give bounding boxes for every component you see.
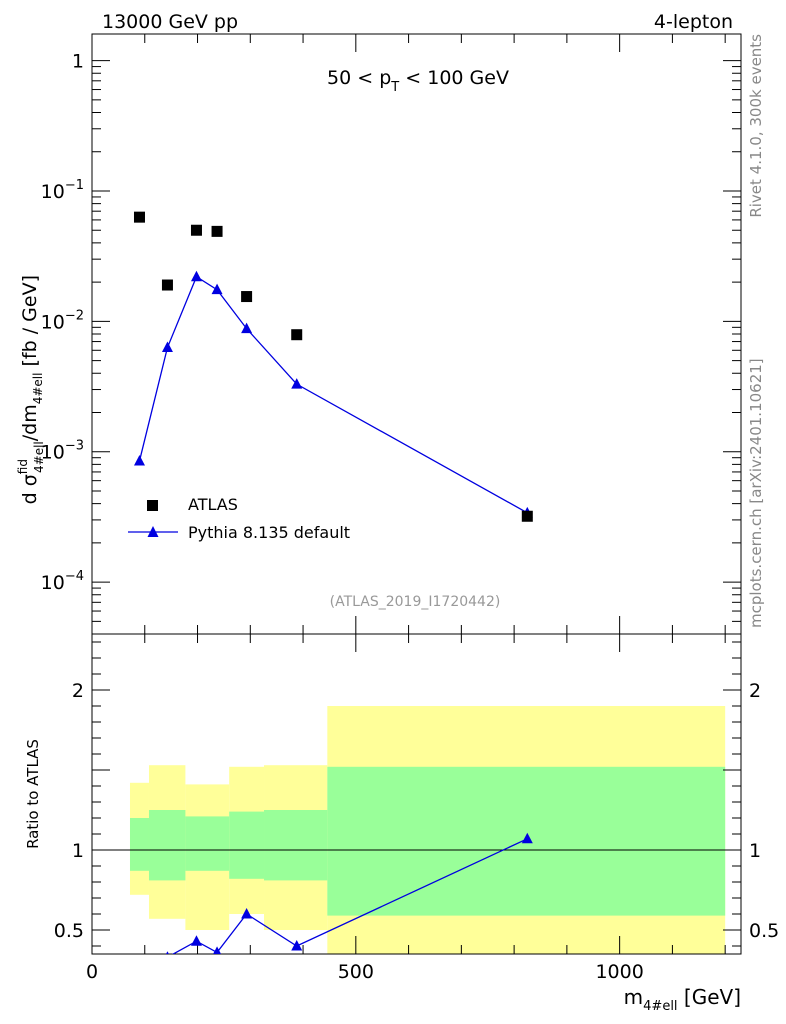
ratio-pythia-point bbox=[241, 908, 253, 919]
ratio-y-tick-label-right: 0.5 bbox=[749, 920, 779, 942]
x-tick-label: 1000 bbox=[595, 961, 643, 983]
ratio-y-axis-label: Ratio to ATLAS bbox=[24, 739, 42, 849]
ratio-pythia-point bbox=[521, 832, 533, 844]
atlas-point bbox=[241, 291, 253, 303]
ratio-pythia-point bbox=[134, 1002, 145, 1013]
ratio-pythia-point bbox=[291, 940, 303, 951]
ratio-y-tick-label: 2 bbox=[72, 680, 84, 702]
legend: ATLAS Pythia 8.135 default bbox=[128, 495, 350, 542]
atlas-point bbox=[133, 211, 145, 223]
ratio-uncertainty-bands bbox=[129, 706, 726, 954]
main-y-axis-label: d σfid 4#ell/dm4#ell [fb / GeV] bbox=[16, 275, 46, 504]
ratio-y-tick-labels: 0.5 0.5 1 1 2 2 bbox=[54, 680, 779, 942]
legend-atlas-marker bbox=[147, 500, 158, 511]
mcplots-label: mcplots.cern.ch [arXiv:2401.10621] bbox=[747, 358, 765, 628]
ratio-band-green bbox=[129, 818, 149, 871]
atlas-series bbox=[133, 211, 533, 522]
ratio-axis-ticks bbox=[91, 634, 741, 954]
main-y-tick-labels: 1 10−1 10−2 10−3 10−4 bbox=[41, 51, 84, 595]
chart-title: 50 < pT < 100 GeV bbox=[327, 67, 509, 95]
pythia-point bbox=[190, 270, 202, 282]
atlas-point bbox=[190, 224, 202, 236]
x-tick-label: 0 bbox=[86, 961, 98, 983]
main-y-tick-label: 1 bbox=[72, 51, 84, 73]
pythia-point bbox=[211, 283, 223, 295]
ratio-pythia-point bbox=[213, 946, 222, 954]
ratio-band-green bbox=[229, 811, 265, 879]
x-tick-label: 500 bbox=[338, 961, 374, 983]
ratio-pythia-point bbox=[165, 951, 169, 954]
main-y-tick-label: 10−4 bbox=[41, 569, 84, 594]
channel-label: 4-lepton bbox=[654, 11, 733, 33]
ratio-band-green bbox=[148, 810, 186, 881]
main-y-tick-label: 10−2 bbox=[41, 308, 84, 333]
ratio-panel-frame bbox=[91, 633, 742, 955]
legend-pythia-marker bbox=[147, 526, 159, 537]
ratio-pythia-point bbox=[190, 935, 202, 946]
pythia-point bbox=[133, 454, 145, 466]
atlas-point bbox=[521, 510, 533, 522]
ratio-band-green bbox=[185, 816, 230, 871]
ratio-band-green bbox=[264, 810, 328, 881]
ratio-y-tick-label-right: 1 bbox=[749, 840, 761, 862]
ratio-pythia-series bbox=[134, 832, 533, 1013]
x-tick-labels: 0 500 1000 bbox=[86, 961, 644, 983]
pythia-series bbox=[133, 270, 533, 518]
legend-pythia-label: Pythia 8.135 default bbox=[188, 523, 350, 542]
pythia-point bbox=[291, 378, 303, 389]
legend-atlas-label: ATLAS bbox=[188, 495, 238, 514]
pythia-line bbox=[138, 275, 528, 514]
main-y-tick-label: 10−3 bbox=[41, 439, 84, 464]
ratio-y-tick-label-right: 2 bbox=[749, 680, 761, 702]
atlas-point bbox=[211, 225, 223, 237]
collision-energy-label: 13000 GeV pp bbox=[102, 11, 238, 33]
atlas-point bbox=[291, 329, 303, 341]
analysis-tag: (ATLAS_2019_I1720442) bbox=[330, 594, 501, 610]
main-axis-ticks bbox=[91, 34, 741, 635]
rivet-info-label: Rivet 4.1.0, 300k events bbox=[747, 34, 765, 218]
main-panel-frame bbox=[91, 33, 742, 635]
x-axis-label: m4#ell [GeV] bbox=[624, 985, 741, 1014]
ratio-y-tick-label: 1 bbox=[72, 840, 84, 862]
pythia-point bbox=[161, 341, 173, 353]
atlas-point bbox=[161, 279, 173, 291]
ratio-y-tick-label: 0.5 bbox=[54, 920, 84, 942]
main-y-tick-label: 10−1 bbox=[41, 178, 84, 203]
pythia-point bbox=[241, 322, 253, 334]
